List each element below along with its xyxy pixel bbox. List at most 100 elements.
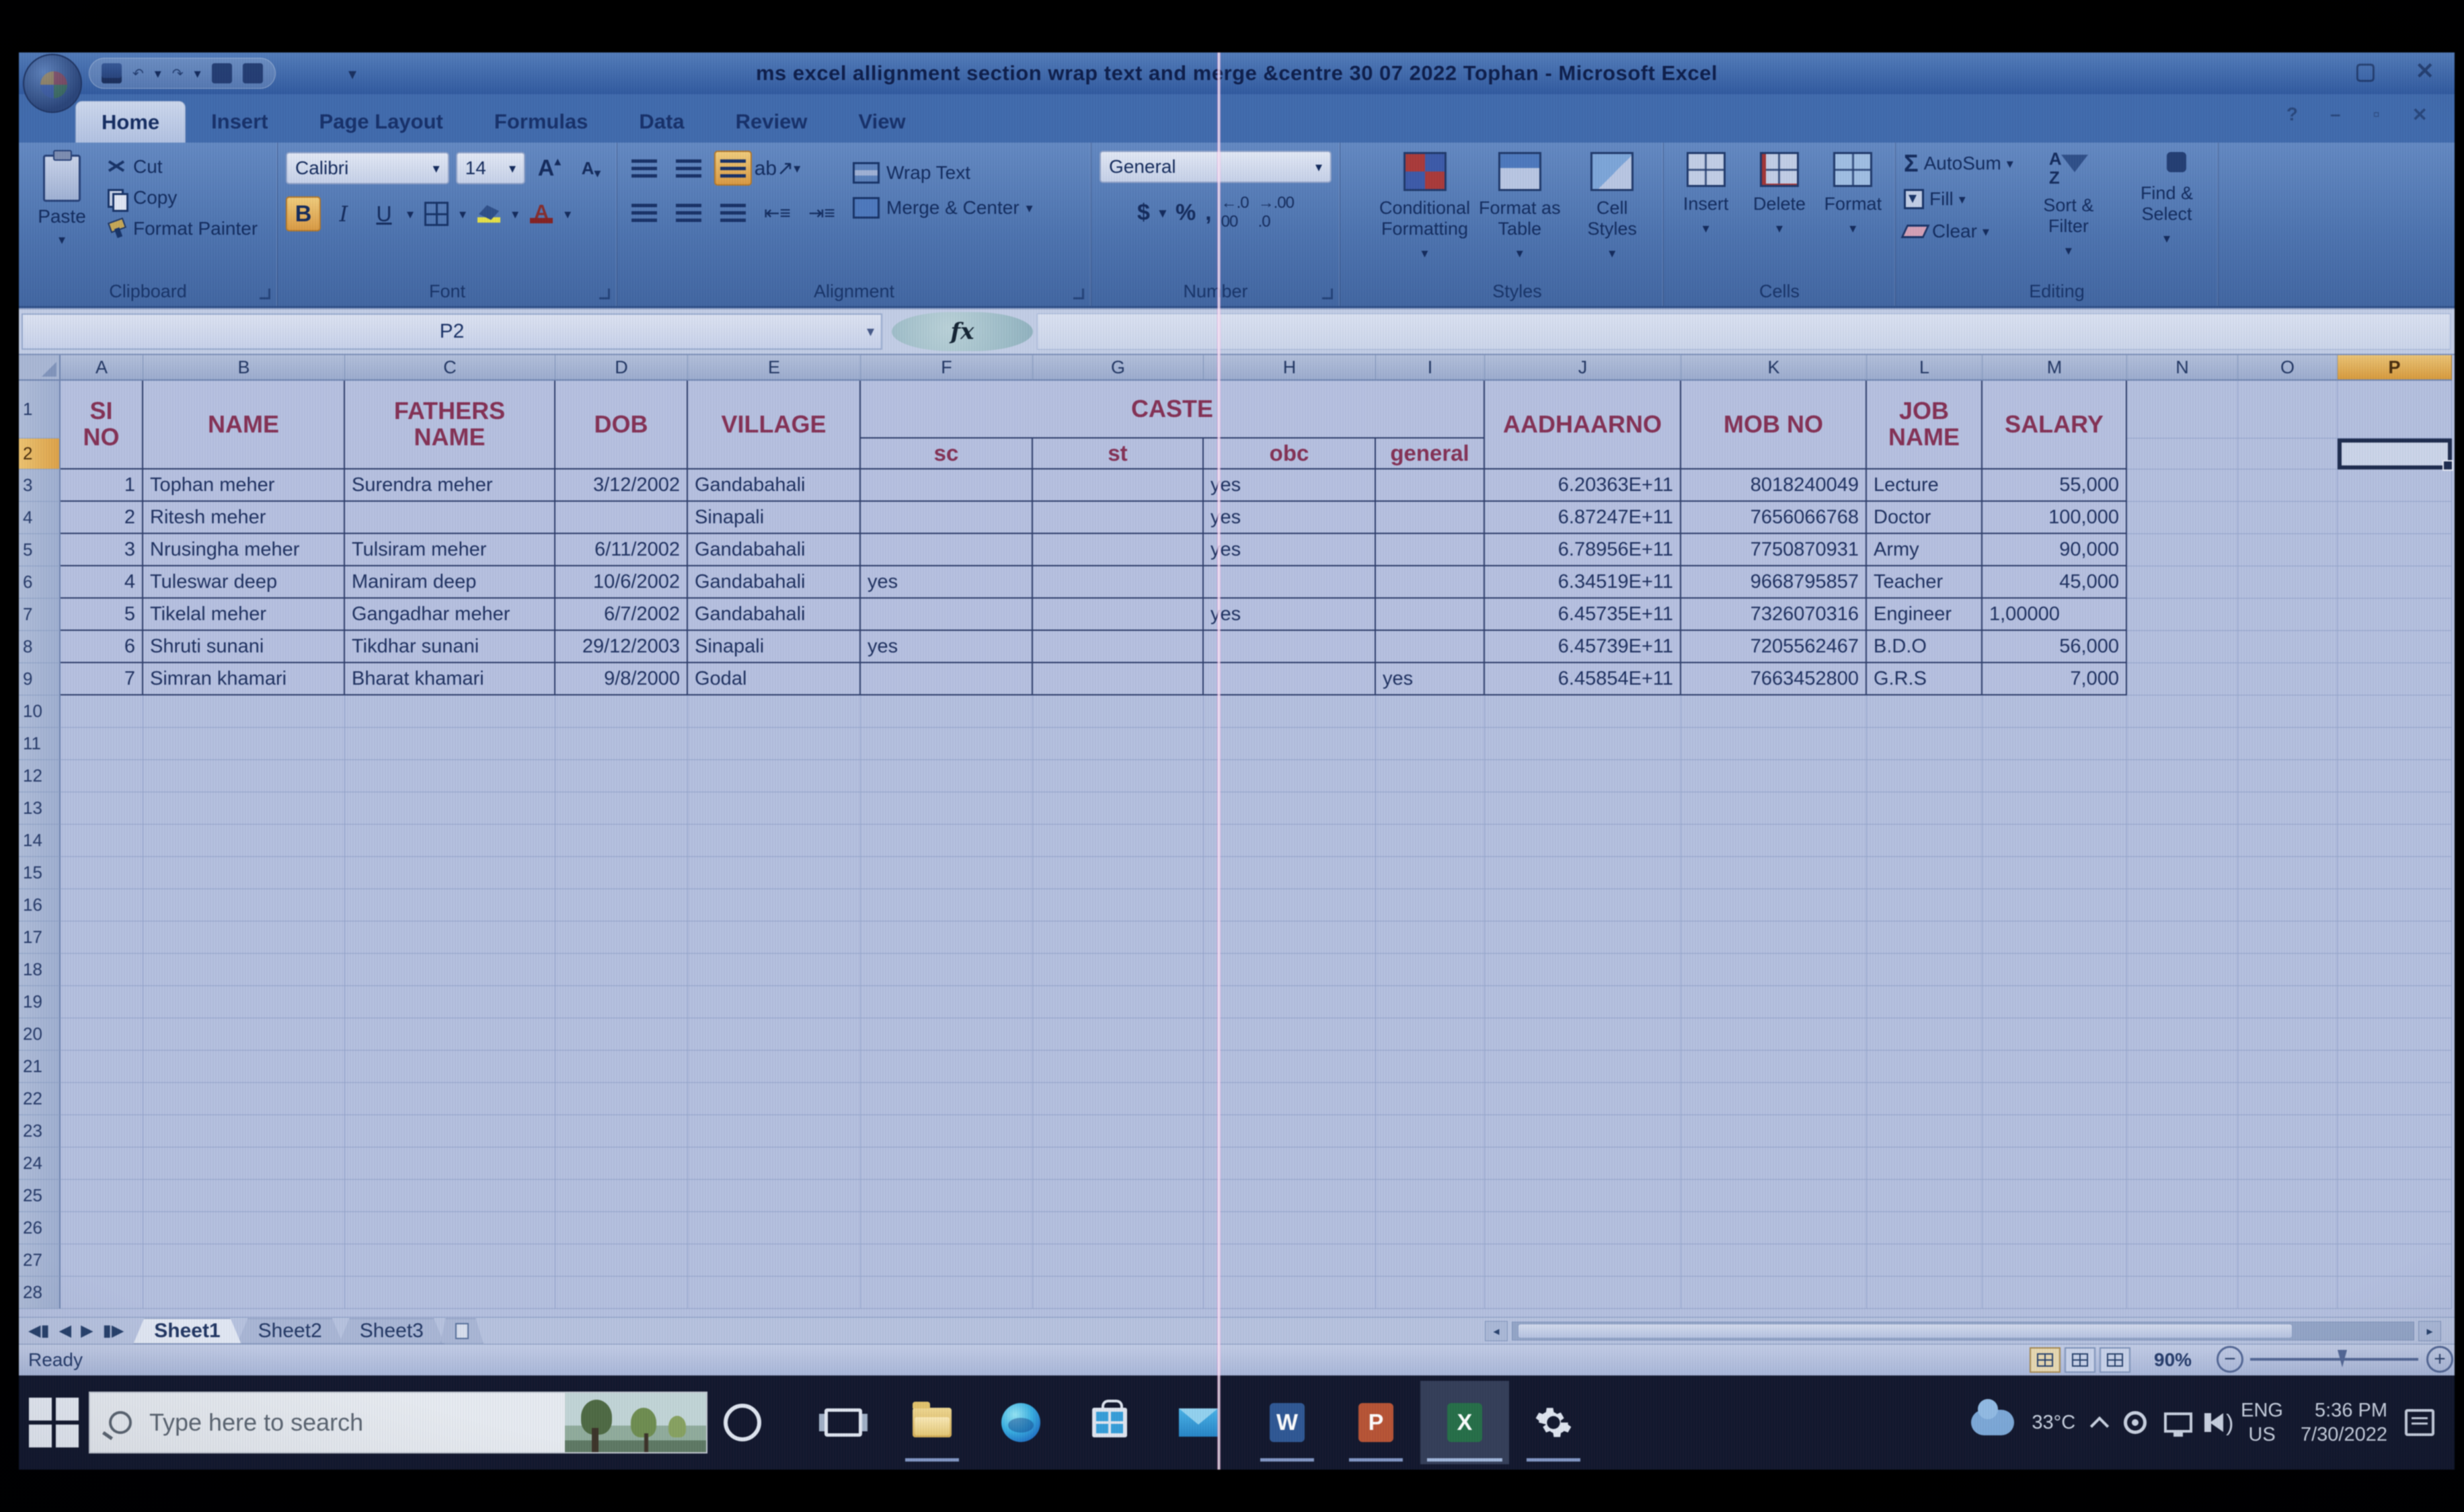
cell[interactable] — [555, 695, 688, 728]
tab-insert[interactable]: Insert — [211, 110, 268, 133]
cell[interactable] — [1485, 695, 1681, 728]
cell[interactable] — [688, 986, 861, 1018]
cell[interactable] — [1485, 1051, 1681, 1083]
cell[interactable] — [1033, 1051, 1204, 1083]
cell-village[interactable]: Sinapali — [688, 631, 861, 663]
word-icon[interactable] — [1243, 1381, 1332, 1464]
cell[interactable] — [1867, 1212, 1982, 1244]
cell[interactable] — [1376, 889, 1485, 921]
cell[interactable] — [1867, 921, 1982, 954]
cell[interactable] — [688, 1147, 861, 1180]
cell[interactable] — [61, 1083, 143, 1115]
cell[interactable] — [1033, 1212, 1204, 1244]
cell-dob[interactable]: 3/12/2002 — [555, 469, 688, 502]
cell[interactable] — [1485, 1180, 1681, 1212]
cell[interactable] — [61, 760, 143, 792]
tab-page-layout[interactable]: Page Layout — [319, 110, 443, 133]
header-cell[interactable]: AADHAARNO — [1485, 381, 1681, 469]
cell[interactable] — [2338, 921, 2452, 954]
cell[interactable] — [1681, 1244, 1867, 1277]
row-header-2[interactable]: 2 — [19, 439, 61, 469]
tray-record-icon[interactable] — [2124, 1411, 2147, 1434]
cell[interactable] — [61, 728, 143, 760]
format-as-table-button[interactable]: Format as Table ▾ — [1477, 152, 1562, 276]
cell[interactable] — [2338, 534, 2452, 566]
sheet-tab-sheet3[interactable]: Sheet3 — [338, 1318, 445, 1344]
cell[interactable] — [143, 1083, 345, 1115]
cell[interactable] — [1982, 954, 2127, 986]
row-header-15[interactable]: 15 — [19, 857, 61, 889]
cell[interactable] — [2127, 728, 2238, 760]
cell-village[interactable]: Gandabahali — [688, 599, 861, 631]
number-format-select[interactable]: General ▾ — [1100, 151, 1332, 183]
cell[interactable] — [143, 760, 345, 792]
cell-dob[interactable]: 9/8/2000 — [555, 663, 688, 695]
font-size-select[interactable]: 14 ▾ — [455, 152, 525, 184]
cell[interactable] — [1204, 1051, 1376, 1083]
cell[interactable] — [1033, 1277, 1204, 1309]
cell[interactable] — [1982, 1147, 2127, 1180]
cell-aadhaar[interactable]: 6.45735E+11 — [1485, 599, 1681, 631]
cell[interactable] — [1376, 792, 1485, 825]
cell-aadhaar[interactable]: 6.78956E+11 — [1485, 534, 1681, 566]
cell-si[interactable]: 7 — [61, 663, 143, 695]
row-header-18[interactable]: 18 — [19, 954, 61, 986]
cell[interactable] — [1033, 825, 1204, 857]
cell[interactable] — [143, 825, 345, 857]
cell-obc[interactable]: yes — [1204, 534, 1376, 566]
cell-general[interactable] — [1376, 566, 1485, 599]
row-header-24[interactable]: 24 — [19, 1147, 61, 1180]
cell-dob[interactable]: 29/12/2003 — [555, 631, 688, 663]
cell-st[interactable] — [1033, 663, 1204, 695]
cell-dob[interactable]: 6/11/2002 — [555, 534, 688, 566]
store-icon[interactable] — [1065, 1381, 1154, 1464]
header-cell[interactable]: obc — [1204, 439, 1376, 469]
row-header-20[interactable]: 20 — [19, 1018, 61, 1051]
column-header-C[interactable]: C — [345, 355, 555, 381]
borders-dropdown-icon[interactable]: ▾ — [459, 206, 467, 222]
cell-si[interactable]: 4 — [61, 566, 143, 599]
cell[interactable] — [861, 728, 1033, 760]
cell[interactable] — [345, 695, 555, 728]
cell-father[interactable]: Surendra meher — [345, 469, 555, 502]
cell[interactable] — [1376, 1277, 1485, 1309]
volume-icon[interactable] — [2204, 1410, 2233, 1437]
cell[interactable] — [861, 1147, 1033, 1180]
cell[interactable] — [1681, 1018, 1867, 1051]
cell[interactable] — [1204, 1277, 1376, 1309]
office-button[interactable] — [23, 54, 82, 113]
cell[interactable] — [1376, 1147, 1485, 1180]
row-header-27[interactable]: 27 — [19, 1244, 61, 1277]
cell-si[interactable]: 1 — [61, 469, 143, 502]
cell[interactable] — [1204, 1083, 1376, 1115]
cell[interactable] — [2238, 1277, 2338, 1309]
cell[interactable] — [861, 921, 1033, 954]
insert-function-button[interactable]: fx — [892, 312, 1033, 351]
cell[interactable] — [1033, 889, 1204, 921]
column-header-F[interactable]: F — [861, 355, 1033, 381]
row-header-1[interactable]: 1 — [19, 381, 61, 439]
cell-dob[interactable] — [555, 502, 688, 534]
cell[interactable] — [861, 825, 1033, 857]
cell[interactable] — [2338, 889, 2452, 921]
cell[interactable] — [555, 1115, 688, 1147]
cell[interactable] — [1033, 921, 1204, 954]
increase-indent-button[interactable]: ⇥≡ — [808, 202, 835, 223]
cell-village[interactable]: Gandabahali — [688, 566, 861, 599]
grow-font-button[interactable]: A ▴ — [537, 153, 562, 181]
cell[interactable] — [1982, 1018, 2127, 1051]
cell[interactable] — [2338, 760, 2452, 792]
cell[interactable] — [1681, 1277, 1867, 1309]
cell[interactable] — [1033, 857, 1204, 889]
cell[interactable] — [1376, 695, 1485, 728]
cell[interactable] — [345, 1083, 555, 1115]
row-header-25[interactable]: 25 — [19, 1180, 61, 1212]
cell[interactable] — [1867, 1115, 1982, 1147]
cell[interactable] — [2127, 663, 2238, 695]
cell[interactable] — [2338, 1083, 2452, 1115]
cell[interactable] — [61, 1180, 143, 1212]
cell-salary[interactable]: 7,000 — [1982, 663, 2127, 695]
cell[interactable] — [1982, 1051, 2127, 1083]
cell-general[interactable] — [1376, 631, 1485, 663]
cell-aadhaar[interactable]: 6.87247E+11 — [1485, 502, 1681, 534]
